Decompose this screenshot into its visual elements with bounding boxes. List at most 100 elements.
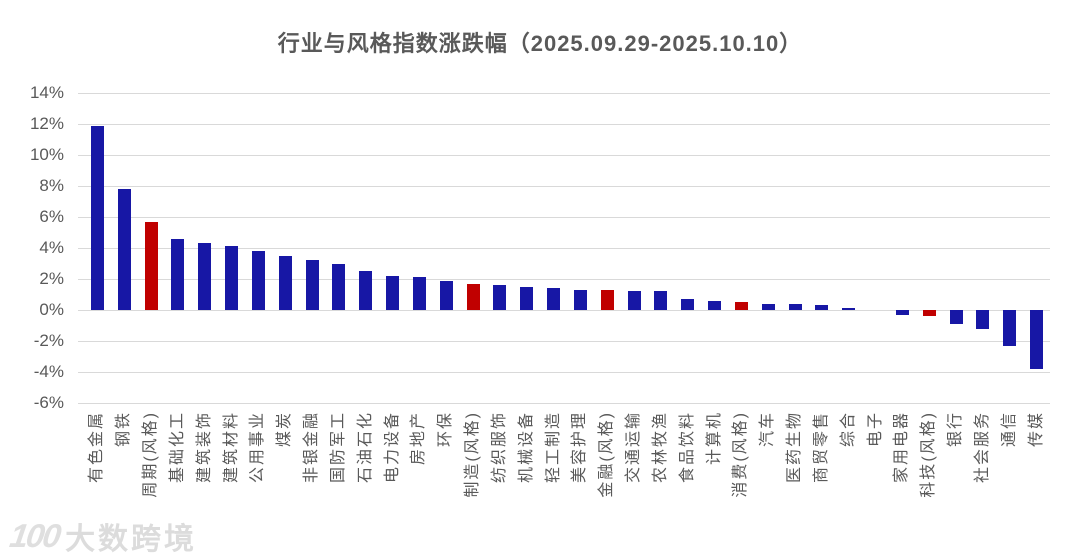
bar-钢铁 [117,189,131,310]
bar-家用电器 [895,310,909,315]
gridline [78,403,1050,404]
x-axis-label-text: 消费(风格) [732,411,750,498]
x-axis-label-text: 农林牧渔 [651,411,669,484]
x-axis-label-text: 房地产 [410,411,428,466]
x-axis-label-text: 综合 [839,411,857,448]
y-tick-label: -4% [33,362,64,381]
x-axis-label-text: 银行 [947,411,965,448]
x-axis-label-text: 通信 [1000,411,1018,448]
x-axis-label-text: 有色金属 [88,411,106,484]
bar-周期(风格) [144,221,158,310]
bar-煤炭 [278,255,292,310]
y-tick-label: 14% [29,83,64,102]
x-axis-label-text: 科技(风格) [920,411,938,498]
chart-title: 行业与风格指数涨跌幅（2025.09.29-2025.10.10） [277,31,803,56]
bar-汽车 [761,303,775,310]
x-axis-label-text: 汽车 [759,411,777,448]
gridline [78,372,1050,373]
x-axis-label-text: 建筑材料 [222,411,240,484]
x-axis-label-text: 轻工制造 [544,411,562,484]
x-axis-label-text: 煤炭 [276,411,294,448]
bar-公用事业 [251,251,265,310]
x-axis-labels: 有色金属 钢铁 周期(风格) 基础化工 建筑装饰 建筑材料 公用事业 煤炭 非银金融 国防军工 石油… [84,411,1050,560]
gridline [78,155,1050,156]
gridline [78,124,1050,125]
bar-美容护理 [573,289,587,310]
x-axis-label-text: 传媒 [1027,411,1045,448]
bar-社会服务 [976,310,990,329]
x-axis-label-text: 电力设备 [383,411,401,484]
bar-交通运输 [627,291,641,310]
x-axis-label-text: 医药生物 [786,411,804,484]
gridline [78,248,1050,249]
x-axis-label-text: 非银金融 [303,411,321,484]
bar-医药生物 [788,303,802,310]
y-tick-label: 10% [29,145,64,164]
x-axis-label-text: 社会服务 [973,411,991,484]
watermark-logo-icon: 100 [7,517,62,554]
y-tick-label: 6% [39,207,64,226]
x-axis-label-text: 计算机 [705,411,723,466]
bar-建筑材料 [225,246,239,310]
bar-石油石化 [359,271,373,310]
bar-轻工制造 [547,288,561,310]
y-tick-label: -2% [33,331,64,350]
bar-国防军工 [332,263,346,310]
gridline [78,341,1050,342]
bar-通信 [1003,310,1017,346]
x-axis-label-text: 美容护理 [571,411,589,484]
x-axis-label-text: 食品饮料 [678,411,696,484]
bar-制造(风格) [466,283,480,310]
gridline [78,310,1050,311]
x-axis-label-text: 制造(风格) [464,411,482,498]
bar-金融(风格) [600,289,614,310]
x-axis-label-text: 钢铁 [115,411,133,448]
plot-area [78,93,1050,404]
x-axis-label-text: 环保 [437,411,455,448]
gridline [78,217,1050,218]
bar-环保 [439,280,453,310]
bar-商贸零售 [815,305,829,310]
bar-基础化工 [171,238,185,310]
bar-消费(风格) [734,302,748,310]
y-tick-label: -6% [33,393,64,412]
watermark-text: 大数跨境 [65,523,198,556]
bar-计算机 [708,300,722,310]
x-axis-label-text: 机械设备 [517,411,535,484]
x-axis-label-text: 石油石化 [356,411,374,484]
bar-农林牧渔 [654,291,668,310]
x-axis-label-text: 交通运输 [625,411,643,484]
gridline [78,93,1050,94]
y-tick-label: 12% [29,114,64,133]
bar-银行 [949,310,963,324]
x-axis-label-text: 公用事业 [249,411,267,484]
y-tick-label: 4% [39,238,64,257]
x-axis-label-text: 建筑装饰 [195,411,213,484]
bar-非银金融 [305,260,319,310]
x-axis-label-text: 周期(风格) [142,411,160,498]
watermark: 100 大数跨境 [7,514,198,558]
bar-房地产 [412,277,426,310]
bar-综合 [842,308,856,310]
bar-机械设备 [520,286,534,310]
y-tick-label: 8% [39,176,64,195]
bar-纺织服饰 [493,285,507,310]
x-axis-label-text: 金融(风格) [598,411,616,498]
x-axis-label-text: 纺织服饰 [490,411,508,484]
x-axis-label-text: 基础化工 [168,411,186,484]
x-axis-label-text: 家用电器 [893,411,911,484]
bar-有色金属 [90,125,104,310]
gridline [78,186,1050,187]
x-axis-label-text: 电子 [866,411,884,448]
bar-电力设备 [386,275,400,310]
gridline [78,279,1050,280]
bar-传媒 [1030,310,1044,369]
x-axis-label-text: 国防军工 [329,411,347,484]
y-tick-label: 0% [39,300,64,319]
bar-科技(风格) [922,310,936,317]
bar-食品饮料 [681,299,695,310]
y-tick-label: 2% [39,269,64,288]
x-axis-label-text: 商贸零售 [812,411,830,484]
bar-建筑装饰 [198,243,212,310]
